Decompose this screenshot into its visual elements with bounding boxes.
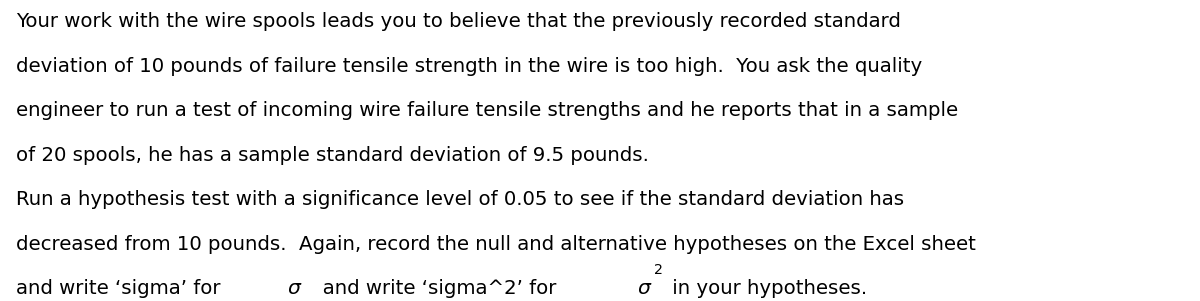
Text: of 20 spools, he has a sample standard deviation of 9.5 pounds.: of 20 spools, he has a sample standard d… — [16, 146, 648, 165]
Text: engineer to run a test of incoming wire failure tensile strengths and he reports: engineer to run a test of incoming wire … — [16, 101, 958, 120]
Text: σ: σ — [288, 279, 300, 298]
Text: and write ‘sigma^2’ for: and write ‘sigma^2’ for — [304, 279, 563, 298]
Text: and write ‘sigma’ for: and write ‘sigma’ for — [16, 279, 227, 298]
Text: Your work with the wire spools leads you to believe that the previously recorded: Your work with the wire spools leads you… — [16, 12, 900, 31]
Text: decreased from 10 pounds.  Again, record the null and alternative hypotheses on : decreased from 10 pounds. Again, record … — [16, 235, 976, 254]
Text: in your hypotheses.: in your hypotheses. — [666, 279, 868, 298]
Text: Run a hypothesis test with a significance level of 0.05 to see if the standard d: Run a hypothesis test with a significanc… — [16, 190, 904, 209]
Text: deviation of 10 pounds of failure tensile strength in the wire is too high.  You: deviation of 10 pounds of failure tensil… — [16, 57, 922, 76]
Text: 2: 2 — [654, 263, 664, 277]
Text: σ: σ — [638, 279, 650, 298]
